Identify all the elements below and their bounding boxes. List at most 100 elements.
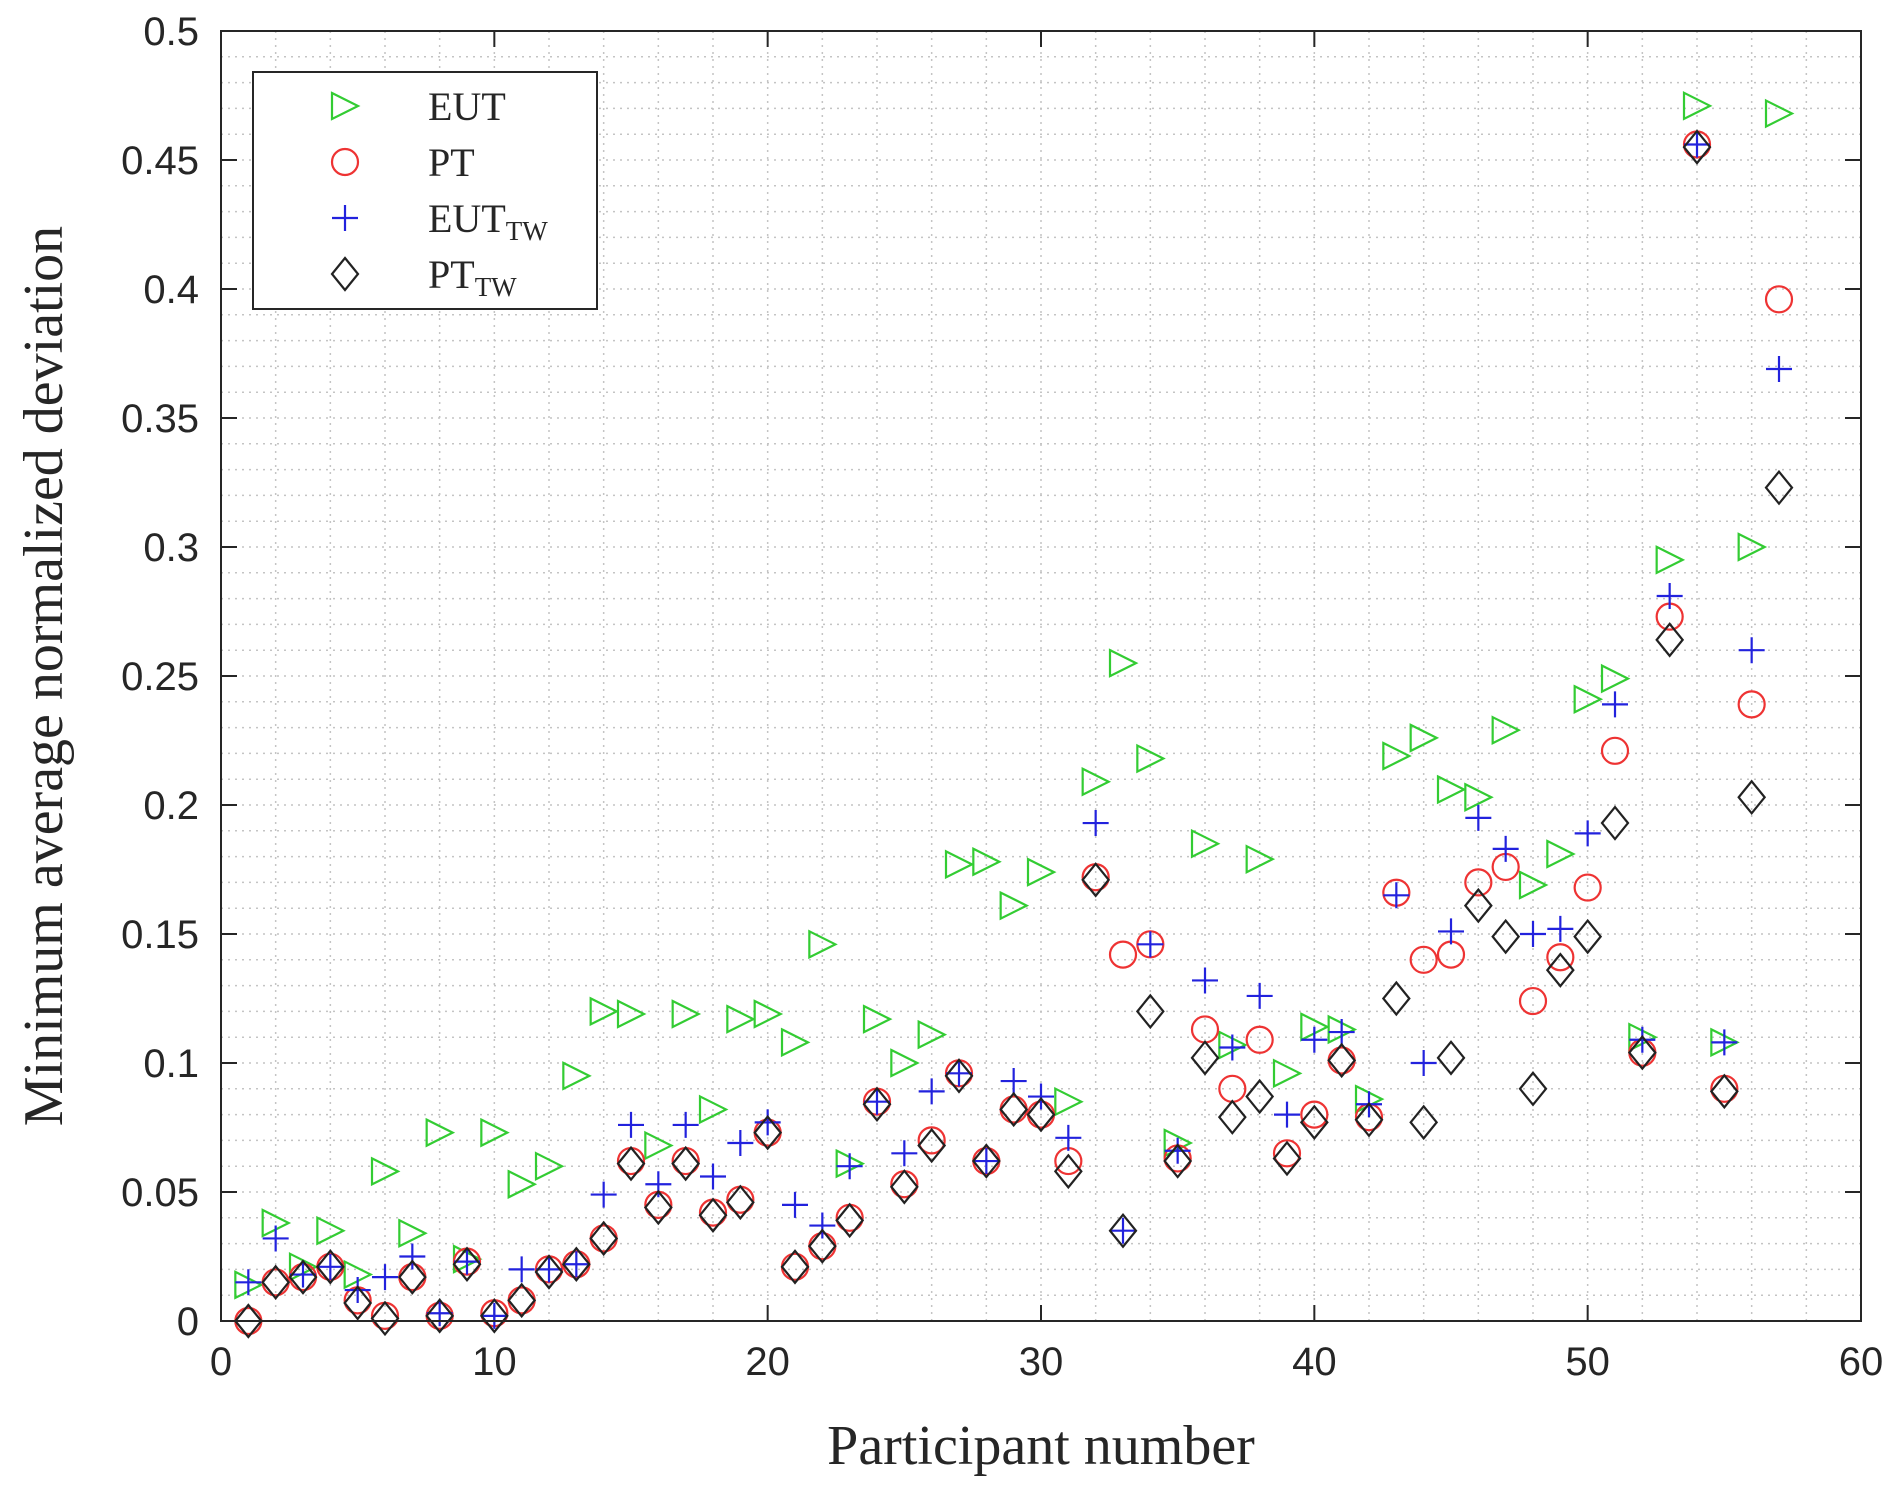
point-eut-tw <box>1055 1124 1082 1151</box>
x-tick-label: 60 <box>1839 1340 1884 1384</box>
point-pt-tw <box>1627 1034 1657 1071</box>
point-eut <box>862 1004 893 1034</box>
y-tick-label: 0.5 <box>143 10 199 54</box>
point-pt-tw <box>1053 1153 1083 1190</box>
point-eut-tw <box>1274 1101 1300 1128</box>
point-eut-tw <box>672 1111 699 1138</box>
point-pt-tw <box>835 1202 865 1239</box>
point-pt-tw <box>1245 1078 1275 1115</box>
grid-lines <box>220 30 1862 1322</box>
series-pt-tw <box>233 129 1794 1339</box>
point-pt-tw <box>999 1091 1029 1128</box>
point-eut-tw <box>235 1269 262 1296</box>
point-eut <box>808 929 838 960</box>
point-eut <box>1190 828 1221 859</box>
x-tick-label: 30 <box>1019 1340 1064 1384</box>
point-eut <box>1382 741 1412 771</box>
point-pt-tw <box>1108 1212 1138 1249</box>
point-eut <box>644 1130 674 1161</box>
point-eut-tw <box>399 1243 426 1270</box>
point-pt <box>917 1126 946 1155</box>
point-eut <box>425 1117 456 1148</box>
point-pt-tw <box>780 1249 810 1285</box>
point-eut-tw <box>618 1111 644 1138</box>
point-pt-tw <box>1655 622 1685 658</box>
point-pt-tw <box>1737 779 1767 816</box>
legend-label: PT <box>428 140 475 185</box>
point-pt-tw <box>370 1300 400 1337</box>
point-pt-tw <box>479 1298 509 1334</box>
x-axis-title: Participant number <box>827 1415 1255 1477</box>
point-pt-tw <box>425 1298 455 1334</box>
point-eut <box>534 1151 565 1181</box>
point-eut-tw <box>1028 1083 1054 1110</box>
point-eut-tw <box>918 1078 945 1105</box>
point-eut <box>480 1117 510 1148</box>
point-eut-tw <box>1164 1137 1191 1164</box>
point-eut-tw <box>1520 921 1546 947</box>
point-pt-tw <box>1354 1102 1384 1138</box>
plot-frame <box>220 30 1862 1322</box>
point-eut-tw <box>1547 915 1574 942</box>
point-eut <box>507 1169 538 1200</box>
point-eut <box>698 1094 729 1125</box>
point-eut-tw <box>563 1251 590 1278</box>
legend-marker <box>330 91 361 121</box>
legend-marker <box>330 256 360 292</box>
point-pt-tw <box>643 1189 673 1226</box>
point-eut <box>1764 98 1795 129</box>
point-eut-tw <box>1629 1026 1656 1053</box>
x-tick-label: 10 <box>472 1340 517 1384</box>
point-pt-tw <box>589 1220 619 1257</box>
point-pt-tw <box>1491 918 1521 955</box>
point-pt-tw <box>671 1145 701 1182</box>
point-pt <box>1546 943 1575 972</box>
point-pt-tw <box>1436 1040 1466 1076</box>
point-pt-tw <box>753 1114 783 1151</box>
point-eut <box>1491 715 1522 745</box>
y-axis-title: Minimum average normalized deviation <box>13 226 75 1126</box>
y-tick-label: 0.45 <box>121 139 199 183</box>
point-eut-tw <box>1000 1068 1027 1095</box>
point-pt-tw <box>1135 993 1165 1030</box>
point-pt-tw <box>1272 1140 1302 1177</box>
point-eut <box>1081 767 1112 797</box>
point-eut-tw <box>1574 820 1601 847</box>
y-tick-label: 0.4 <box>143 268 199 312</box>
point-pt-tw <box>452 1246 482 1282</box>
point-pt <box>1108 940 1138 969</box>
point-eut-tw <box>290 1261 316 1288</box>
point-pt-tw <box>315 1249 345 1285</box>
point-eut <box>1054 1086 1084 1117</box>
point-pt-tw <box>561 1246 591 1282</box>
point-pt-tw <box>1190 1040 1220 1076</box>
series-eut-tw <box>235 131 1792 1329</box>
point-eut-tw <box>1137 931 1164 958</box>
point-pt-tw <box>944 1058 974 1094</box>
point-pt <box>1300 1100 1329 1129</box>
point-eut-tw <box>344 1277 371 1304</box>
x-tick-label: 20 <box>745 1340 790 1384</box>
point-eut-tw <box>1383 882 1410 909</box>
point-eut <box>1518 870 1549 900</box>
point-eut-tw <box>727 1129 754 1156</box>
point-eut <box>1546 839 1576 869</box>
point-pt-tw <box>1409 1104 1439 1141</box>
point-eut <box>589 996 620 1027</box>
point-eut-tw <box>1301 1026 1328 1053</box>
point-eut-tw <box>891 1140 918 1167</box>
point-pt-tw <box>1600 805 1630 841</box>
point-eut <box>917 1019 948 1050</box>
point-pt-tw <box>1299 1104 1329 1141</box>
point-pt <box>1518 986 1548 1016</box>
point-eut-tw <box>700 1163 726 1190</box>
point-pt-tw <box>261 1264 291 1301</box>
point-pt-tw <box>507 1282 537 1319</box>
point-pt-tw <box>233 1303 263 1339</box>
legend-box <box>252 71 598 310</box>
point-pt-tw <box>1573 918 1603 955</box>
point-eut <box>616 999 647 1029</box>
y-tick-label: 0 <box>177 1300 199 1344</box>
point-eut <box>1409 723 1440 753</box>
y-tick-label: 0.1 <box>143 1042 199 1086</box>
